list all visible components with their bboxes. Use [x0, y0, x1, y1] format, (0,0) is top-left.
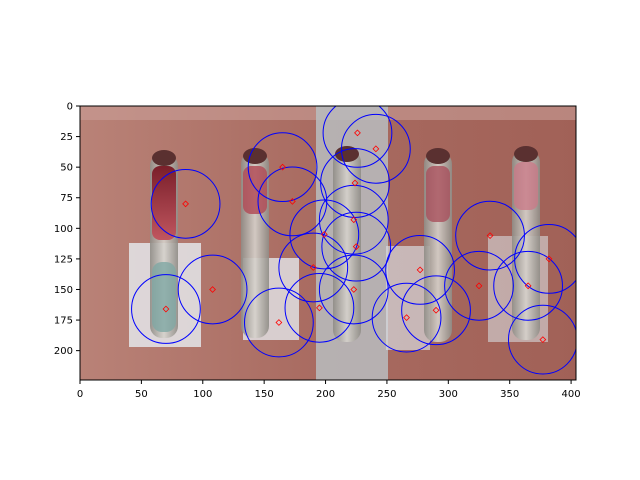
detection-circle: [247, 132, 318, 203]
y-tick-label: 125: [54, 254, 73, 265]
detection-circle: [514, 224, 576, 294]
center-point: [350, 216, 358, 224]
center-point: [539, 336, 547, 344]
detection-circle: [493, 250, 563, 321]
y-tick-label: 25: [60, 132, 73, 143]
detection-circles: [131, 106, 576, 375]
detection-circle: [322, 106, 393, 168]
center-point: [486, 232, 494, 240]
detection-circle: [131, 274, 201, 344]
center-point: [545, 255, 553, 263]
center-point: [279, 163, 286, 171]
center-point: [416, 266, 424, 274]
detection-centers: [162, 129, 553, 344]
center-point: [182, 200, 189, 208]
center-point: [209, 286, 216, 293]
axes-frame: [79, 105, 577, 381]
y-tick-label: 200: [54, 346, 73, 357]
x-tick-label: 300: [439, 389, 458, 400]
y-tick-label: 75: [60, 193, 73, 204]
detection-circle: [177, 254, 248, 325]
x-tick-label: 250: [377, 389, 396, 400]
center-point: [475, 282, 483, 290]
detection-circle: [278, 232, 349, 303]
y-tick-label: 50: [60, 163, 73, 174]
center-point: [309, 264, 317, 271]
center-point: [352, 243, 360, 251]
y-tick-label: 175: [54, 316, 73, 327]
x-tick-label: 200: [316, 389, 335, 400]
center-point: [432, 306, 440, 314]
y-tick-label: 0: [67, 102, 73, 113]
detection-circle: [284, 272, 355, 343]
y-tick-label: 100: [54, 224, 73, 235]
y-tick-label: 150: [54, 285, 73, 296]
x-tick-label: 150: [255, 389, 274, 400]
detection-circle: [257, 166, 328, 237]
detection-circle: [385, 235, 455, 305]
detection-circle: [320, 148, 390, 218]
detection-circle: [507, 304, 576, 375]
center-point: [524, 282, 532, 290]
x-tick-label: 400: [562, 389, 581, 400]
center-point: [316, 304, 323, 312]
x-tick-label: 350: [500, 389, 519, 400]
center-point: [372, 145, 380, 153]
detection-circle: [244, 287, 314, 358]
center-point: [162, 305, 170, 313]
detection-circle: [341, 113, 411, 184]
x-tick-label: 0: [77, 389, 83, 400]
center-point: [320, 231, 328, 238]
center-point: [289, 198, 296, 205]
x-tick-label: 50: [135, 389, 148, 400]
detection-circle: [444, 250, 514, 321]
x-axis: 0 50 100 150 200 250 300 350 400: [77, 380, 581, 400]
center-point: [354, 129, 361, 137]
center-point: [403, 314, 410, 322]
detection-circle: [289, 199, 360, 270]
detection-circle: [321, 211, 392, 282]
detection-circle: [455, 200, 525, 271]
center-point: [350, 286, 358, 293]
y-axis: 0 25 50 75 100 125 150 175 200: [54, 102, 80, 357]
x-tick-label: 100: [193, 389, 212, 400]
center-point: [351, 179, 359, 187]
center-point: [275, 319, 283, 326]
detection-circle: [318, 184, 389, 255]
detection-circle: [371, 282, 442, 353]
detection-circle: [401, 275, 471, 346]
detection-circle: [318, 254, 389, 325]
detection-circle: [150, 168, 221, 239]
